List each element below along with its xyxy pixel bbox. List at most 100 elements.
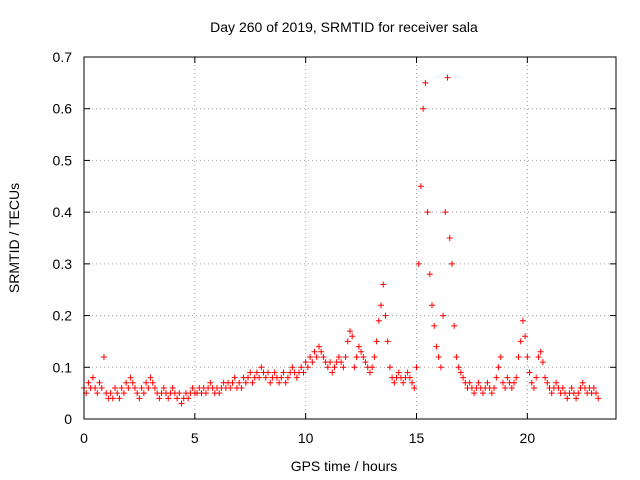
data-point — [448, 260, 455, 267]
data-point — [125, 384, 132, 391]
data-point — [282, 379, 289, 386]
data-point — [358, 348, 365, 355]
data-point — [590, 384, 597, 391]
data-point — [595, 395, 602, 402]
data-point — [160, 384, 167, 391]
data-point — [329, 369, 336, 376]
data-point — [245, 374, 252, 381]
data-point — [151, 384, 158, 391]
data-point — [353, 353, 360, 360]
data-point — [553, 379, 560, 386]
data-point — [391, 379, 398, 386]
data-point — [488, 390, 495, 397]
data-point — [497, 353, 504, 360]
data-point — [178, 400, 185, 407]
data-point — [411, 384, 418, 391]
data-point — [433, 343, 440, 350]
data-point — [440, 312, 447, 319]
data-point — [242, 379, 249, 386]
data-point — [371, 353, 378, 360]
y-axis-label: SRMTID / TECUs — [6, 183, 22, 293]
x-tick-label: 10 — [298, 430, 314, 446]
data-point — [533, 374, 540, 381]
plot-frame — [83, 56, 617, 420]
data-point — [338, 359, 345, 366]
data-point — [120, 390, 127, 397]
data-point — [94, 390, 101, 397]
data-point — [508, 384, 515, 391]
data-point — [207, 379, 214, 386]
data-point — [271, 369, 278, 376]
grid-lines — [84, 57, 616, 419]
x-axis-label: GPS time / hours — [291, 458, 398, 474]
data-point — [100, 353, 107, 360]
data-point — [309, 359, 316, 366]
data-point — [185, 395, 192, 402]
data-point — [247, 369, 254, 376]
data-point — [189, 384, 196, 391]
x-tick-label: 0 — [80, 430, 88, 446]
data-point — [526, 369, 533, 376]
data-point — [298, 364, 305, 371]
data-point — [455, 364, 462, 371]
data-point — [564, 395, 571, 402]
data-point — [378, 302, 385, 309]
data-point — [89, 374, 96, 381]
data-point — [360, 353, 367, 360]
data-point — [417, 183, 424, 190]
data-point — [231, 374, 238, 381]
data-points — [81, 74, 602, 407]
data-point — [568, 384, 575, 391]
data-point — [511, 379, 518, 386]
data-point — [504, 374, 511, 381]
data-point — [127, 374, 134, 381]
data-point — [143, 379, 150, 386]
data-point — [369, 364, 376, 371]
data-point — [202, 390, 209, 397]
y-tick-label: 0.7 — [53, 49, 73, 65]
data-point — [92, 384, 99, 391]
data-point — [451, 322, 458, 329]
data-point — [169, 384, 176, 391]
data-point — [253, 369, 260, 376]
data-point — [435, 353, 442, 360]
data-point — [499, 379, 506, 386]
data-point — [149, 379, 156, 386]
data-point — [262, 374, 269, 381]
data-point — [575, 390, 582, 397]
data-point — [539, 359, 546, 366]
data-point — [123, 379, 130, 386]
data-point — [156, 395, 163, 402]
data-point — [413, 364, 420, 371]
data-point — [366, 369, 373, 376]
data-point — [535, 353, 542, 360]
data-point — [404, 369, 411, 376]
data-point — [109, 395, 116, 402]
data-point — [544, 379, 551, 386]
data-point — [147, 374, 154, 381]
data-point — [351, 364, 358, 371]
data-point — [528, 379, 535, 386]
data-point — [415, 260, 422, 267]
y-tick-label: 0 — [64, 411, 72, 427]
data-point — [373, 338, 380, 345]
data-point — [311, 348, 318, 355]
data-point — [519, 317, 526, 324]
data-point — [382, 312, 389, 319]
data-point — [517, 338, 524, 345]
data-point — [380, 281, 387, 288]
data-point — [524, 353, 531, 360]
data-point — [495, 364, 502, 371]
data-point — [515, 353, 522, 360]
y-tick-label: 0.2 — [53, 308, 73, 324]
data-point — [98, 384, 105, 391]
data-point — [276, 379, 283, 386]
data-point — [134, 390, 141, 397]
data-point — [344, 338, 351, 345]
data-point — [300, 369, 307, 376]
data-point — [484, 379, 491, 386]
data-point — [437, 364, 444, 371]
data-point — [593, 390, 600, 397]
data-point — [302, 359, 309, 366]
data-point — [304, 364, 311, 371]
